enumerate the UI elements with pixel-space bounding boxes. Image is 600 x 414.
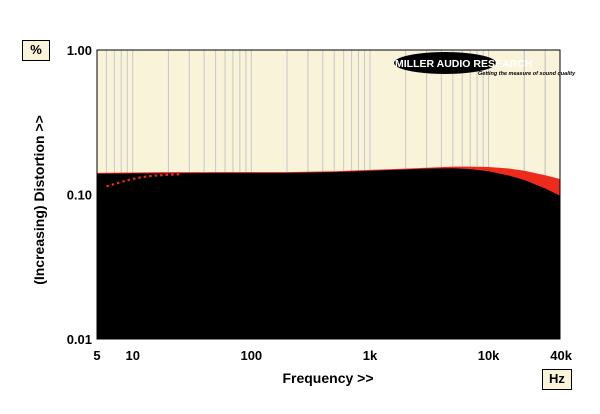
data-lines	[106, 173, 180, 188]
y-axis-label: (Increasing) Distortion >>	[31, 115, 47, 285]
y-tick-label: 0.01	[67, 332, 92, 347]
y-tick-label: 1.00	[67, 43, 92, 58]
logo-tagline: Getting the measure of sound quality	[478, 71, 576, 77]
x-tick-label: 10	[125, 348, 139, 363]
area-series-1	[97, 168, 560, 339]
x-axis-label: Frequency >>	[282, 370, 373, 386]
x-axis-ticks: 5 10 100 1k 10k 40k	[93, 348, 572, 363]
x-tick-label: 100	[240, 348, 262, 363]
x-tick-label: 1k	[363, 348, 378, 363]
line-series-2	[106, 173, 180, 188]
data-areas	[97, 166, 560, 339]
x-tick-label: 40k	[550, 348, 572, 363]
miller-audio-research-logo: MILLER AUDIO RESEARCH Getting the measur…	[394, 52, 576, 77]
x-unit-label: Hz	[542, 369, 572, 390]
logo-badge	[394, 52, 496, 74]
y-tick-label: 0.10	[67, 188, 92, 203]
x-tick-label: 10k	[478, 348, 500, 363]
y-axis-ticks: 1.00 0.10 0.01	[67, 43, 92, 347]
plot-frame	[96, 49, 561, 340]
y-unit-label: %	[22, 40, 50, 61]
x-tick-label: 5	[93, 348, 100, 363]
logo-name: MILLER AUDIO RESEARCH	[395, 58, 532, 70]
